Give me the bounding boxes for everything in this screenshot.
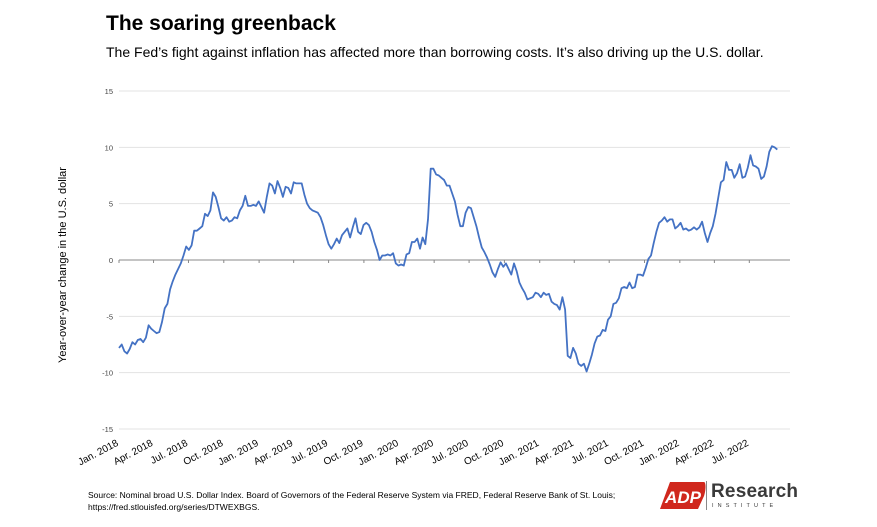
source-note: Source: Nominal broad U.S. Dollar Index.… bbox=[88, 489, 648, 513]
adp-logo-icon: ADP bbox=[660, 482, 706, 509]
y-axis-title: Year-over-year change in the U.S. dollar bbox=[57, 167, 69, 363]
chart-title: The soaring greenback bbox=[106, 12, 336, 35]
y-tick-label: 5 bbox=[109, 200, 113, 209]
series-layer bbox=[118, 145, 778, 373]
y-tick-label: -15 bbox=[102, 425, 113, 434]
x-tick-label: Jul. 2022 bbox=[710, 438, 751, 467]
logo-text: Research bbox=[711, 481, 799, 502]
source-line-1: Source: Nominal broad U.S. Dollar Index.… bbox=[88, 490, 616, 500]
svg-text:ADP: ADP bbox=[664, 488, 702, 507]
x-tick-label: Apr. 2022 bbox=[673, 438, 716, 468]
chart-subtitle: The Fed’s fight against inflation has af… bbox=[106, 44, 764, 60]
y-tick-label: -10 bbox=[102, 369, 113, 378]
logo-separator bbox=[706, 481, 707, 510]
grid-lines bbox=[119, 90, 790, 430]
x-tick-label: Apr. 2021 bbox=[533, 438, 576, 468]
x-tick-label: Jan. 2020 bbox=[357, 438, 401, 469]
x-tick-label: Apr. 2018 bbox=[112, 438, 155, 468]
series-line bbox=[118, 145, 778, 373]
adp-research-logo: ADP Research INSTITUTE bbox=[658, 478, 800, 514]
logo-subtext: INSTITUTE bbox=[712, 503, 778, 509]
y-tick-label: 0 bbox=[109, 256, 113, 265]
y-tick-label: 15 bbox=[105, 87, 113, 96]
y-tick-label: 10 bbox=[105, 143, 113, 152]
source-line-2: https://fred.stlouisfed.org/series/DTWEX… bbox=[88, 502, 260, 512]
x-tick-label: Apr. 2019 bbox=[252, 438, 295, 468]
x-tick-label: Apr. 2020 bbox=[393, 438, 436, 468]
y-tick-label: -5 bbox=[106, 312, 113, 321]
